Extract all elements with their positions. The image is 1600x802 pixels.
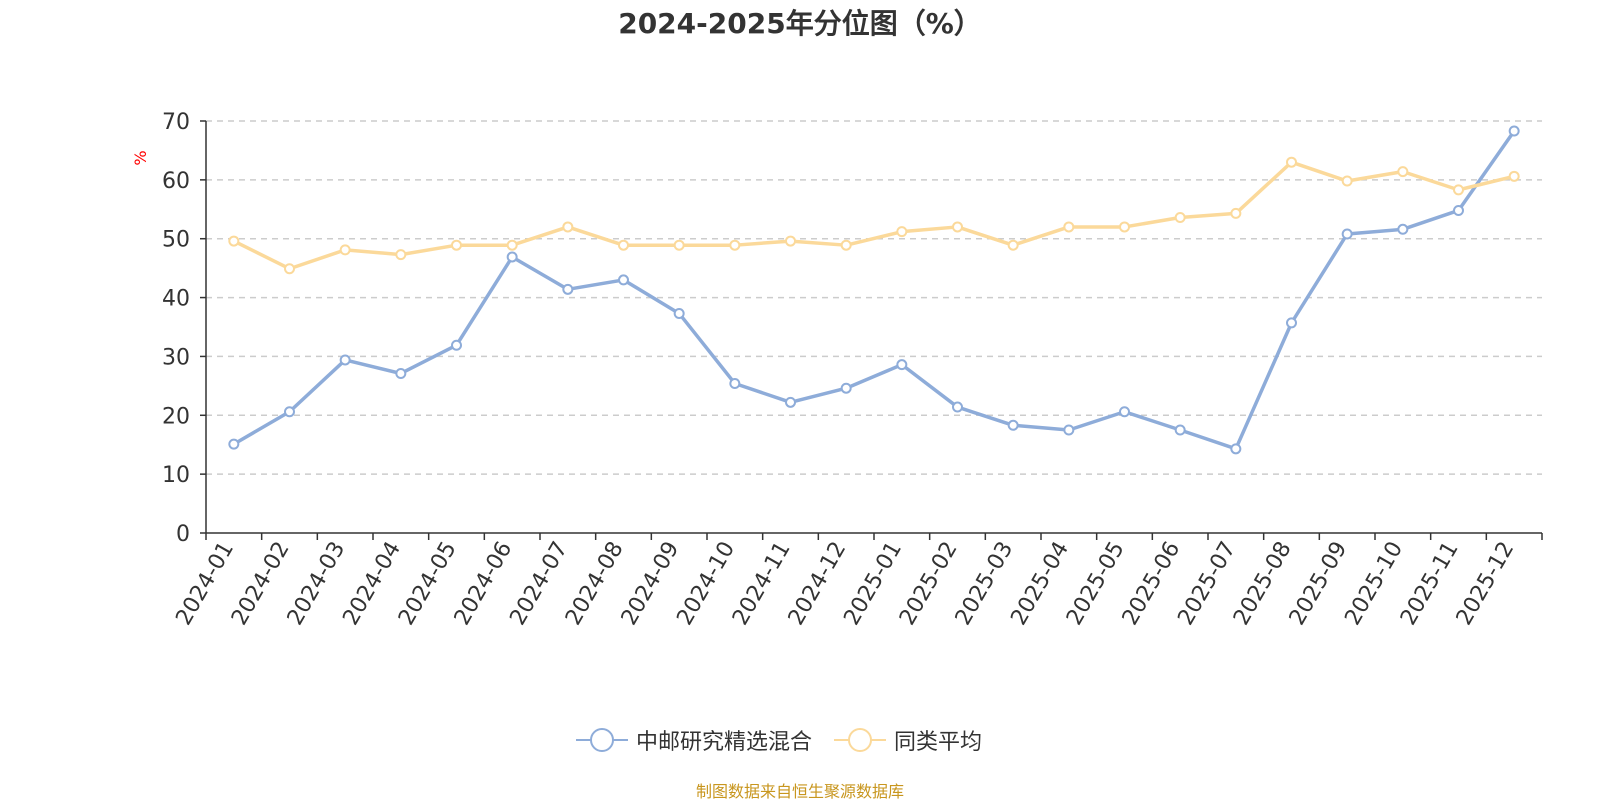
data-point[interactable] bbox=[1453, 204, 1464, 216]
data-point[interactable] bbox=[1230, 207, 1242, 219]
y-tick-label: 60 bbox=[162, 169, 190, 194]
y-axis-label: % bbox=[131, 150, 150, 165]
data-point[interactable] bbox=[673, 307, 685, 319]
data-point[interactable] bbox=[451, 339, 462, 351]
series-1 bbox=[228, 125, 1520, 455]
data-point[interactable] bbox=[1286, 156, 1297, 168]
data-point[interactable] bbox=[785, 396, 796, 408]
data-point[interactable] bbox=[506, 251, 518, 263]
data-point[interactable] bbox=[896, 359, 908, 371]
data-point[interactable] bbox=[1063, 424, 1075, 436]
data-point[interactable] bbox=[1119, 221, 1130, 233]
data-point[interactable] bbox=[395, 367, 407, 379]
data-point[interactable] bbox=[673, 239, 685, 251]
data-point[interactable] bbox=[785, 235, 796, 247]
data-point[interactable] bbox=[339, 354, 351, 366]
y-tick-label: 40 bbox=[162, 287, 190, 312]
data-point[interactable] bbox=[618, 274, 629, 286]
legend-label-series-2: 同类平均 bbox=[894, 730, 983, 755]
legend-marker-series-1 bbox=[576, 728, 628, 752]
data-point[interactable] bbox=[1453, 184, 1464, 196]
data-point[interactable] bbox=[1397, 223, 1409, 235]
data-point[interactable] bbox=[506, 239, 518, 251]
data-point[interactable] bbox=[1007, 239, 1019, 251]
data-point[interactable] bbox=[339, 244, 351, 256]
legend-marker-series-2 bbox=[834, 728, 887, 752]
data-point[interactable] bbox=[1508, 125, 1520, 137]
data-point[interactable] bbox=[1508, 170, 1520, 182]
y-tick-label: 20 bbox=[162, 404, 190, 429]
data-point[interactable] bbox=[618, 239, 629, 251]
data-point[interactable] bbox=[228, 438, 240, 450]
data-point[interactable] bbox=[395, 249, 407, 261]
data-point[interactable] bbox=[1174, 212, 1186, 224]
data-point[interactable] bbox=[1119, 406, 1130, 418]
source-note: 制图数据来自恒生聚源数据库 bbox=[695, 782, 904, 801]
data-point[interactable] bbox=[562, 221, 574, 233]
legend: 中邮研究精选混合 同类平均 bbox=[576, 720, 1004, 760]
data-point[interactable] bbox=[284, 406, 295, 418]
data-point[interactable] bbox=[1397, 166, 1409, 178]
data-point[interactable] bbox=[1230, 443, 1242, 455]
series-line-2 bbox=[233, 160, 1515, 271]
series-2 bbox=[228, 156, 1520, 275]
data-point[interactable] bbox=[1174, 424, 1186, 436]
data-point[interactable] bbox=[729, 378, 741, 390]
data-point[interactable] bbox=[840, 239, 852, 251]
series-line-1 bbox=[232, 130, 1516, 451]
legend-item-series-2[interactable]: 同类平均 bbox=[834, 724, 982, 756]
data-point[interactable] bbox=[562, 283, 574, 295]
y-tick-label: 50 bbox=[162, 228, 190, 253]
legend-item-series-1[interactable]: 中邮研究精选混合 bbox=[576, 724, 812, 756]
data-point[interactable] bbox=[729, 239, 741, 251]
data-point[interactable] bbox=[284, 263, 295, 275]
data-point[interactable] bbox=[952, 221, 963, 233]
y-tick-label: 70 bbox=[162, 110, 190, 135]
data-point[interactable] bbox=[840, 382, 852, 394]
data-point[interactable] bbox=[1341, 228, 1353, 240]
y-tick-label: 0 bbox=[176, 522, 190, 547]
data-point[interactable] bbox=[896, 226, 908, 238]
y-tick-label: 30 bbox=[162, 345, 190, 370]
data-point[interactable] bbox=[952, 401, 963, 413]
data-point[interactable] bbox=[1286, 317, 1297, 329]
data-point[interactable] bbox=[1341, 175, 1353, 187]
chart-title: 2024-2025年分位图（%） bbox=[618, 7, 982, 40]
data-point[interactable] bbox=[1007, 419, 1019, 431]
data-point[interactable] bbox=[1063, 221, 1075, 233]
data-point[interactable] bbox=[451, 239, 462, 251]
data-point[interactable] bbox=[228, 235, 240, 247]
y-tick-label: 10 bbox=[162, 463, 190, 488]
legend-label-series-1: 中邮研究精选混合 bbox=[636, 730, 813, 755]
